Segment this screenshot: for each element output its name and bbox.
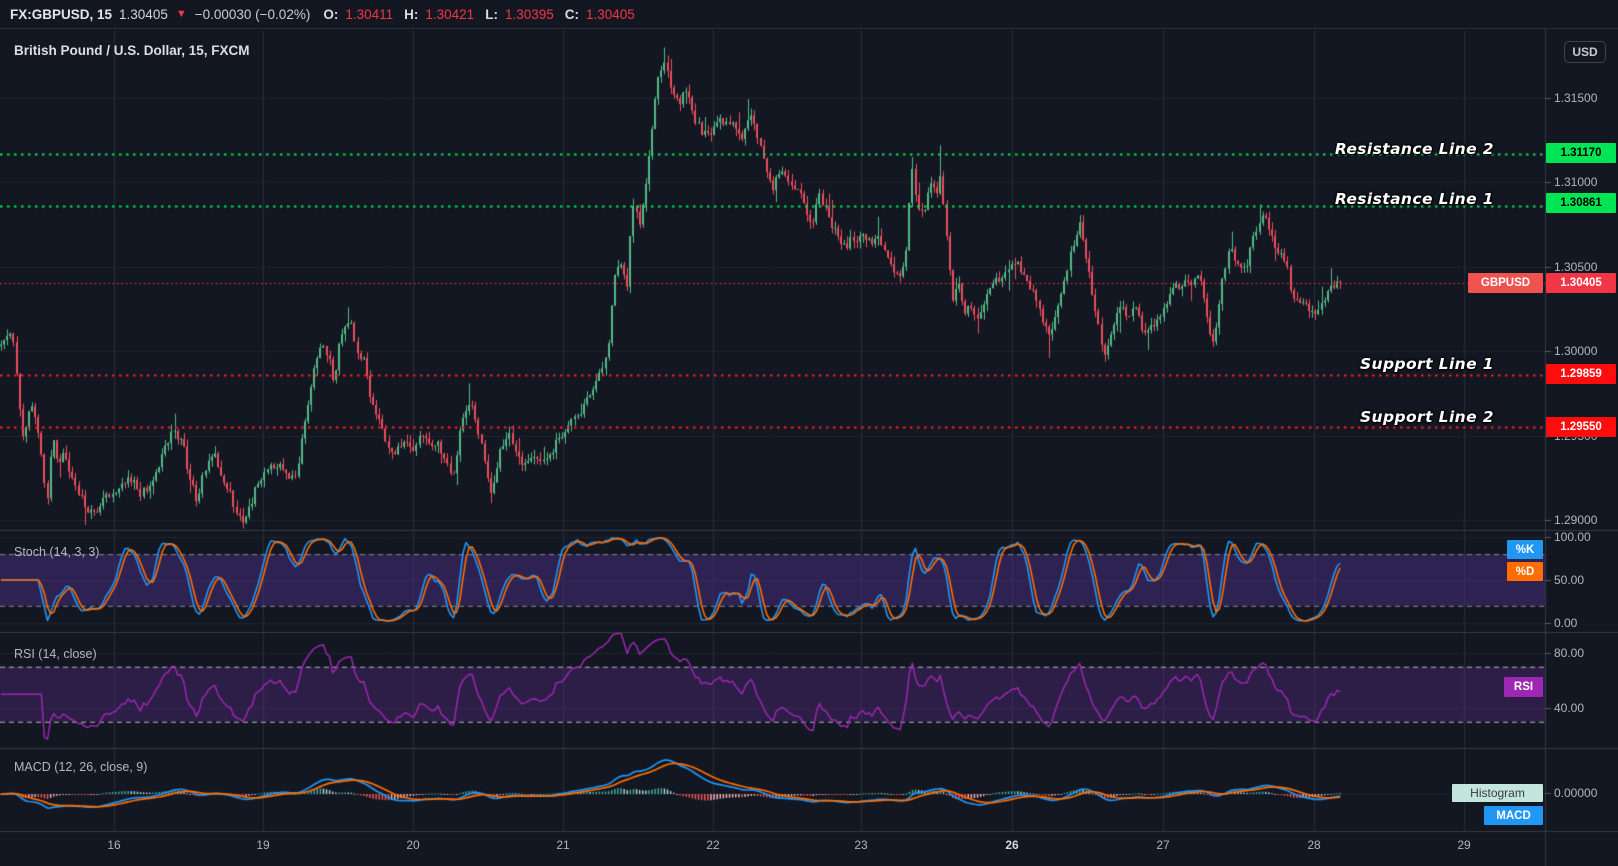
resistance-line-1-label[interactable]: Resistance Line 1	[1334, 190, 1494, 208]
stoch-tick: 50.00	[1554, 573, 1585, 587]
support-line-1-label[interactable]: Support Line 1	[1359, 355, 1494, 373]
support-2-price-tag: 1.29550	[1546, 417, 1616, 437]
time-label: 23	[854, 838, 868, 852]
low-label: L:	[485, 6, 498, 22]
resistance-1-price-tag: 1.30861	[1546, 193, 1616, 213]
price-tick: 1.30500	[1554, 260, 1598, 274]
open-value: 1.30411	[345, 6, 394, 22]
price-change: −0.00030 (−0.02%)	[194, 6, 311, 22]
time-label: 26	[1005, 838, 1019, 852]
rsi-tag: RSI	[1504, 677, 1543, 697]
symbol-info-bar[interactable]: FX:GBPUSD, 15 1.30405 ▼ −0.00030 (−0.02%…	[0, 0, 1618, 29]
chart-title: British Pound / U.S. Dollar, 15, FXCM	[14, 43, 250, 58]
high-value: 1.30421	[425, 6, 475, 22]
open-label: O:	[323, 6, 339, 22]
rsi-tick: 40.00	[1554, 701, 1585, 715]
rsi-title[interactable]: RSI (14, close)	[14, 647, 97, 661]
time-label: 22	[706, 838, 720, 852]
down-triangle-icon: ▼	[175, 8, 187, 20]
support-1-price-tag: 1.29859	[1546, 364, 1616, 384]
price-tick: 1.31500	[1554, 91, 1598, 105]
stoch-tick: 0.00	[1554, 616, 1578, 630]
stoch-k-tag: %K	[1507, 540, 1543, 559]
time-label: 29	[1457, 838, 1471, 852]
close-label: C:	[564, 6, 580, 22]
resistance-2-price-tag: 1.31170	[1546, 143, 1616, 163]
rsi-tick: 80.00	[1554, 646, 1585, 660]
symbol-name[interactable]: FX:GBPUSD, 15	[10, 6, 113, 22]
last-price-tag: 1.30405	[1546, 273, 1616, 293]
low-value: 1.30395	[504, 6, 554, 22]
macd-line-tag: MACD	[1484, 806, 1543, 825]
macd-title[interactable]: MACD (12, 26, close, 9)	[14, 760, 148, 774]
time-label: 20	[406, 838, 420, 852]
time-label: 28	[1307, 838, 1321, 852]
macd-tick: 0.00000	[1554, 786, 1598, 800]
high-label: H:	[404, 6, 419, 22]
stoch-title[interactable]: Stoch (14, 3, 3)	[14, 545, 100, 559]
price-tick: 1.30000	[1554, 344, 1598, 358]
symbol-price-tag: GBPUSD	[1468, 273, 1543, 293]
time-label: 21	[556, 838, 570, 852]
time-label: 16	[107, 838, 121, 852]
last-price: 1.30405	[119, 6, 168, 22]
price-tick: 1.29000	[1554, 513, 1598, 527]
stoch-d-tag: %D	[1507, 562, 1543, 581]
macd-histogram-tag: Histogram	[1452, 784, 1543, 802]
stoch-tick: 100.00	[1554, 530, 1591, 544]
close-value: 1.30405	[586, 6, 635, 22]
support-line-2-label[interactable]: Support Line 2	[1359, 408, 1494, 426]
currency-toggle-button[interactable]: USD	[1564, 41, 1606, 63]
time-label: 27	[1156, 838, 1170, 852]
time-label: 19	[256, 838, 270, 852]
price-tick: 1.31000	[1554, 175, 1598, 189]
resistance-line-2-label[interactable]: Resistance Line 2	[1334, 140, 1494, 158]
